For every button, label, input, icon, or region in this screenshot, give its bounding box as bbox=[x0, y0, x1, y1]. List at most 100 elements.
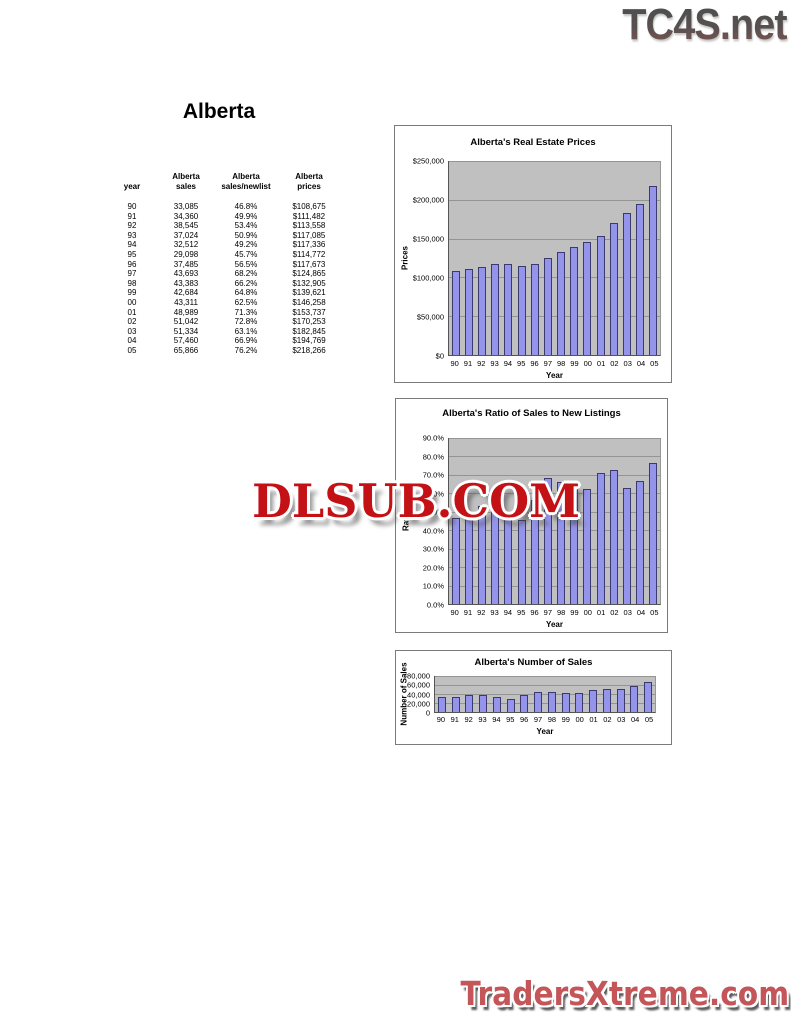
x-axis-tick-label: 93 bbox=[490, 608, 499, 617]
x-axis-tick-label: 01 bbox=[589, 715, 598, 724]
x-axis-tick-label: 00 bbox=[583, 608, 592, 617]
y-axis-tick-label: 70.0% bbox=[422, 470, 444, 480]
y-axis-tick-label: 50.0% bbox=[422, 507, 444, 517]
bar bbox=[644, 682, 653, 712]
y-axis-tick-label: 40,000 bbox=[407, 690, 430, 699]
bar-slot bbox=[449, 438, 462, 604]
table-row: 01 48,989 71.3% $153,737 bbox=[102, 308, 336, 318]
table-cell: $117,336 bbox=[292, 240, 326, 250]
y-axis-tick-label: $50,000 bbox=[416, 312, 444, 322]
table-cell: 51,042 bbox=[173, 317, 199, 327]
table-cell: $146,258 bbox=[292, 297, 326, 307]
bar bbox=[623, 213, 632, 355]
x-axis-ticks: 90 91 92 93 94 95 96 97 98 99 00 01 02 03 04 05 bbox=[448, 359, 661, 368]
table-cell: 71.3% bbox=[234, 307, 258, 317]
x-axis-tick-label: 02 bbox=[603, 715, 612, 724]
table-cell: 96 bbox=[127, 259, 137, 269]
plot-area bbox=[448, 161, 661, 356]
bar-slot bbox=[594, 438, 607, 604]
x-axis-label: Year bbox=[546, 620, 563, 629]
table-cell: 37,485 bbox=[173, 259, 199, 269]
bar-slot bbox=[541, 438, 554, 604]
x-axis-tick-label: 05 bbox=[644, 715, 654, 724]
gridline bbox=[449, 161, 660, 162]
bar-slot bbox=[462, 161, 475, 355]
bar bbox=[575, 692, 584, 712]
bar bbox=[583, 241, 592, 355]
bar bbox=[636, 203, 645, 355]
bar bbox=[561, 692, 570, 712]
table-cell: 93 bbox=[127, 230, 137, 240]
x-axis-tick-label: 95 bbox=[517, 359, 526, 368]
x-axis-ticks: 90 91 92 93 94 95 96 97 98 99 00 01 02 03 04 05 bbox=[434, 715, 656, 724]
y-axis-tick-label: $250,000 bbox=[412, 156, 444, 166]
bar bbox=[543, 258, 552, 355]
x-axis-tick-label: 90 bbox=[450, 608, 459, 617]
table-cell: $117,085 bbox=[292, 230, 326, 240]
bar bbox=[557, 481, 566, 604]
x-axis-tick-label: 94 bbox=[503, 608, 513, 617]
bar bbox=[520, 695, 529, 712]
table-cell: $108,675 bbox=[292, 202, 326, 211]
bar-slot bbox=[490, 676, 504, 712]
y-axis-tick-label: 40.0% bbox=[422, 526, 444, 536]
table-cell: 33,085 bbox=[173, 202, 199, 211]
table-cell: $132,905 bbox=[292, 278, 326, 288]
bar bbox=[623, 487, 632, 604]
y-axis-ticks: $250,000 $200,000 $150,000 $100,000 $50,000 $… bbox=[395, 157, 444, 361]
table-cell: 32,512 bbox=[173, 240, 199, 250]
table-cell: 43,311 bbox=[174, 297, 198, 307]
y-axis-tick-label: 0 bbox=[425, 708, 430, 718]
table-cell: 64.8% bbox=[234, 288, 258, 298]
table-cell: 95 bbox=[127, 249, 137, 259]
bar bbox=[534, 692, 543, 712]
x-axis-tick-label: 01 bbox=[596, 608, 606, 617]
table-cell: 37,024 bbox=[173, 230, 199, 240]
bar-slot bbox=[449, 161, 462, 355]
bar-slot bbox=[594, 161, 607, 355]
x-axis-ticks: 90 91 92 93 94 95 96 97 98 99 00 01 02 03 04 05 bbox=[448, 608, 661, 617]
bar bbox=[583, 488, 592, 604]
bar bbox=[465, 694, 474, 712]
y-axis-ticks: 90.0% 80.0% 70.0% 60.0% 50.0% 40.0% 30.0% 20.0%… bbox=[396, 434, 444, 610]
bar bbox=[477, 505, 486, 604]
table-cell: 97 bbox=[127, 269, 137, 279]
bar-slot bbox=[545, 676, 559, 712]
bar bbox=[530, 499, 539, 604]
y-axis-tick-label: $100,000 bbox=[412, 273, 444, 283]
bar-slot bbox=[620, 161, 633, 355]
table-cell: 50.9% bbox=[234, 230, 258, 240]
bar-slot bbox=[573, 676, 587, 712]
bar-slot bbox=[607, 438, 620, 604]
table-cell: 99 bbox=[127, 288, 137, 298]
bar-slot bbox=[600, 676, 614, 712]
bar bbox=[506, 698, 515, 712]
table-cell: $194,769 bbox=[292, 336, 326, 346]
table-cell: 43,693 bbox=[173, 269, 199, 279]
bar-slot bbox=[607, 161, 620, 355]
chart-title: Alberta's Ratio of Sales to New Listings bbox=[442, 408, 621, 419]
bar-slot bbox=[586, 676, 600, 712]
x-axis-tick-label: 03 bbox=[617, 715, 626, 724]
bar bbox=[596, 472, 605, 604]
x-axis-tick-label: 03 bbox=[623, 608, 632, 617]
gridline bbox=[449, 456, 660, 458]
bar bbox=[491, 264, 500, 355]
bar-slot bbox=[568, 438, 581, 604]
x-axis-tick-label: 02 bbox=[610, 359, 619, 368]
bar bbox=[649, 185, 658, 355]
chart-sales-to-new-listings-ratio: Alberta's Ratio of Sales to New Listings… bbox=[395, 398, 668, 633]
bar bbox=[477, 266, 486, 355]
bar bbox=[517, 265, 526, 355]
gridline bbox=[449, 438, 660, 439]
y-axis-tick-label: 20,000 bbox=[407, 699, 430, 709]
table-cell: 45.7% bbox=[234, 249, 258, 259]
x-axis-tick-label: 91 bbox=[450, 715, 459, 724]
bar-slot bbox=[634, 161, 647, 355]
bar-slot bbox=[528, 161, 541, 355]
table-cell: 53.4% bbox=[234, 221, 258, 231]
x-axis-tick-label: 04 bbox=[631, 715, 640, 724]
x-axis-tick-label: 96 bbox=[530, 608, 539, 617]
x-axis-tick-label: 97 bbox=[533, 715, 543, 724]
table-cell: 46.8% bbox=[234, 202, 258, 211]
